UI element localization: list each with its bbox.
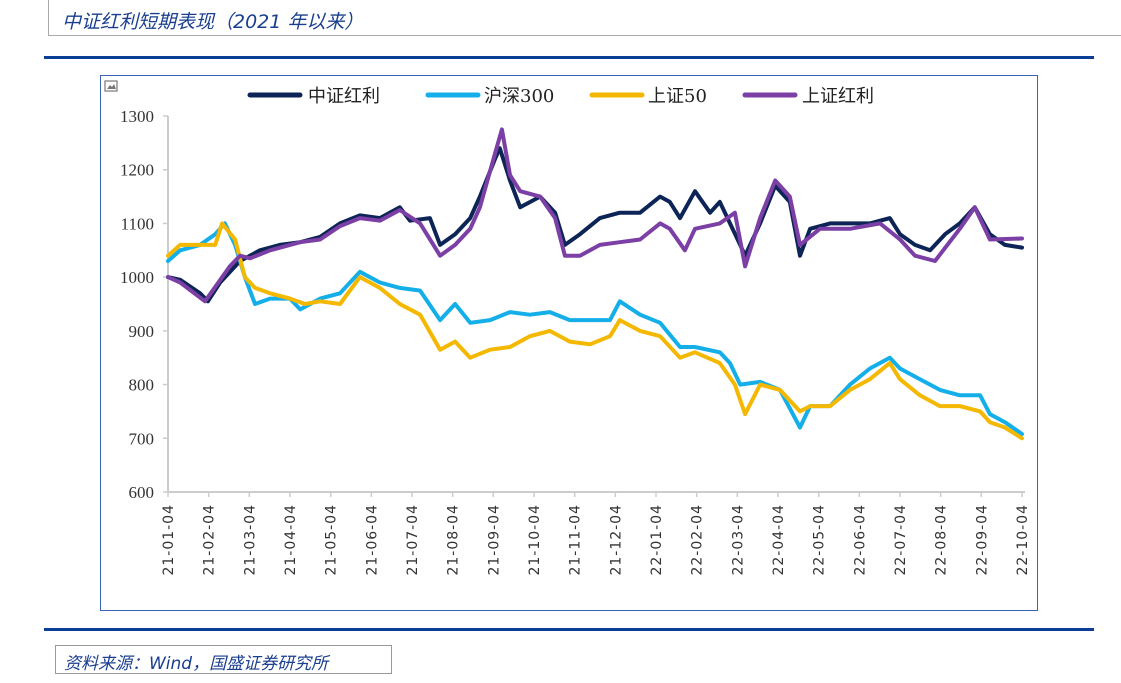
x-tick-label: 22-04-04 [771, 504, 787, 576]
title-box [48, 0, 1121, 36]
series-line-2 [166, 221, 1024, 441]
x-tick-label: 22-03-04 [730, 504, 746, 576]
axes: 600 700 800 900 1000 1100 1200 1300 21-01-04 21-0… [120, 107, 1031, 576]
source-note: 资料来源：Wind，国盛证券研究所 [64, 654, 329, 674]
x-tick-label: 22-01-04 [649, 504, 665, 576]
x-tick-label: 22-06-04 [852, 504, 868, 576]
image-icon [104, 80, 118, 92]
source-box: 资料来源：Wind，国盛证券研究所 [55, 645, 392, 674]
x-tick-label: 21-06-04 [364, 504, 380, 576]
legend: 中证红利 沪深300 上证50 上证红利 [247, 86, 874, 107]
bottom-divider [44, 628, 1094, 631]
x-tick-label: 21-03-04 [242, 504, 258, 576]
x-tick-label: 22-07-04 [893, 504, 909, 576]
x-tick-label: 21-09-04 [486, 504, 502, 576]
top-divider [44, 56, 1094, 59]
x-tick-label: 21-02-04 [202, 504, 218, 576]
y-tick-label: 800 [129, 376, 155, 395]
x-tick-label: 22-09-04 [974, 504, 990, 576]
x-tick-label: 21-10-04 [527, 504, 543, 576]
y-tick-label: 1000 [120, 268, 154, 287]
legend-label: 上证红利 [802, 86, 874, 107]
x-tick-label: 21-04-04 [283, 504, 299, 576]
x-tick-label: 22-10-04 [1015, 504, 1031, 576]
legend-label: 上证50 [648, 86, 707, 107]
x-tick-label: 22-08-04 [934, 504, 950, 576]
y-tick-label: 1100 [121, 214, 154, 233]
y-tick-label: 1200 [120, 161, 154, 180]
x-tick-label: 21-01-04 [161, 504, 177, 576]
x-tick-label: 22-02-04 [690, 504, 706, 576]
x-tick-label: 21-05-04 [324, 504, 340, 576]
page-title: 中证红利短期表现（2021 年以来） [62, 11, 364, 33]
series-line-1 [166, 221, 1024, 436]
x-tick-label: 21-11-04 [568, 504, 584, 576]
legend-label: 中证红利 [308, 86, 380, 107]
series-lines [166, 127, 1024, 441]
x-tick-label: 21-08-04 [446, 504, 462, 576]
x-tick-label: 21-12-04 [608, 504, 624, 576]
series-line-3 [166, 127, 1024, 304]
series-line-0 [166, 146, 1024, 304]
chart-frame [100, 75, 1038, 611]
y-tick-label: 600 [129, 483, 155, 502]
y-tick-label: 700 [129, 429, 155, 448]
y-tick-label: 1300 [120, 107, 154, 126]
x-tick-label: 21-07-04 [405, 504, 421, 576]
y-tick-label: 900 [129, 322, 155, 341]
x-tick-label: 22-05-04 [812, 504, 828, 576]
legend-label: 沪深300 [484, 86, 554, 107]
